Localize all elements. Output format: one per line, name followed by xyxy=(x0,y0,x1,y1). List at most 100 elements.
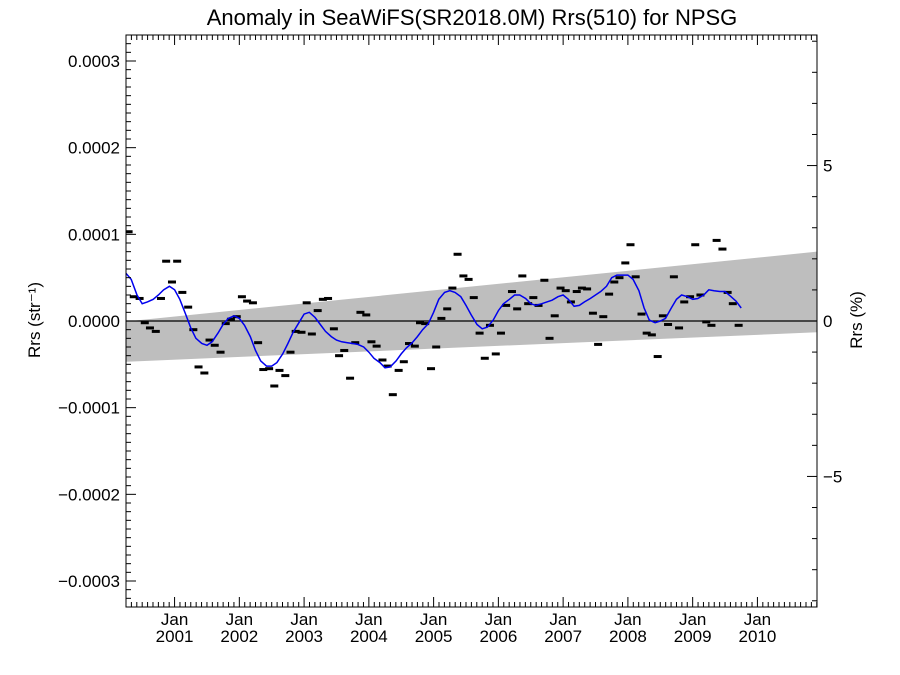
anomaly-point xyxy=(675,326,684,330)
anomaly-point xyxy=(453,252,462,256)
x-tick-month: Jan xyxy=(549,610,576,629)
anomaly-point xyxy=(248,301,257,305)
anomaly-point xyxy=(340,348,349,352)
anomaly-point xyxy=(707,323,716,327)
anomaly-point xyxy=(237,295,246,299)
chart-title: Anomaly in SeaWiFS(SR2018.0M) Rrs(510) f… xyxy=(207,5,738,30)
anomaly-point xyxy=(394,368,403,372)
anomaly-point xyxy=(572,290,581,294)
anomaly-point xyxy=(297,330,306,334)
anomaly-point xyxy=(318,297,327,301)
anomaly-point xyxy=(346,376,355,380)
anomaly-point xyxy=(156,296,165,300)
anomaly-point xyxy=(507,290,516,294)
x-tick-year: 2007 xyxy=(544,627,582,646)
anomaly-point xyxy=(313,309,322,313)
x-tick-year: 2005 xyxy=(415,627,453,646)
anomaly-point xyxy=(205,338,214,342)
anomaly-point xyxy=(416,321,425,325)
anomaly-point xyxy=(610,280,619,284)
x-tick-month: Jan xyxy=(161,610,188,629)
anomaly-point xyxy=(529,296,538,300)
anomaly-point xyxy=(324,296,333,300)
anomaly-point xyxy=(653,355,662,359)
anomaly-point xyxy=(594,342,603,346)
y-right-tick-label: 5 xyxy=(823,157,832,176)
anomaly-point xyxy=(405,342,414,346)
plot-area: 0.0003 0.0002 0.0001 0.0000 −0.0001 −0.0002 −0… xyxy=(58,34,842,646)
anomaly-point xyxy=(556,286,565,290)
anomaly-point xyxy=(351,341,360,345)
anomaly-point xyxy=(626,243,635,247)
anomaly-point xyxy=(464,277,473,281)
anomaly-point xyxy=(126,230,133,234)
anomaly-point xyxy=(647,333,656,337)
x-tick-year: 2001 xyxy=(156,627,194,646)
anomaly-point xyxy=(615,276,624,280)
anomaly-point xyxy=(372,344,381,348)
anomaly-point xyxy=(216,350,225,354)
anomaly-point xyxy=(275,368,284,372)
anomaly-point xyxy=(631,275,640,279)
anomaly-point xyxy=(545,336,554,340)
anomaly-point xyxy=(496,331,505,335)
anomaly-point xyxy=(378,358,387,362)
anomaly-point xyxy=(356,310,365,314)
right-axis-title: Rrs (%) xyxy=(847,291,866,349)
anomaly-point xyxy=(475,331,484,335)
anomaly-point xyxy=(599,315,608,319)
anomaly-point xyxy=(307,332,316,336)
y-tick-label: 0.0000 xyxy=(68,312,120,331)
x-tick-month: Jan xyxy=(226,610,253,629)
anomaly-point xyxy=(259,368,268,372)
anomaly-point xyxy=(432,345,441,349)
anomaly-point xyxy=(723,290,732,294)
anomaly-point xyxy=(518,274,527,278)
x-tick-year: 2002 xyxy=(220,627,258,646)
y-right-tick-label: −5 xyxy=(823,467,842,486)
anomaly-point xyxy=(167,280,176,284)
anomaly-point xyxy=(362,313,371,317)
anomaly-point xyxy=(194,365,203,369)
anomaly-point xyxy=(669,275,678,279)
anomaly-point xyxy=(491,352,500,356)
anomaly-point xyxy=(686,295,695,299)
anomaly-point xyxy=(642,331,651,335)
anomaly-point xyxy=(718,247,727,251)
anomaly-point xyxy=(265,367,274,371)
anomaly-point xyxy=(291,329,300,333)
anomaly-point xyxy=(485,323,494,327)
anomaly-point xyxy=(367,340,376,344)
anomaly-point xyxy=(178,290,187,294)
x-tick-month: Jan xyxy=(679,610,706,629)
anomaly-point xyxy=(184,305,193,309)
y-tick-label: 0.0003 xyxy=(68,52,120,71)
y-tick-label: −0.0001 xyxy=(58,399,120,418)
anomaly-point xyxy=(513,307,522,311)
anomaly-point xyxy=(459,274,468,278)
anomaly-point xyxy=(712,238,721,242)
y-tick-label: −0.0002 xyxy=(58,485,120,504)
x-tick-month: Jan xyxy=(290,610,317,629)
anomaly-point xyxy=(577,286,586,290)
anomaly-point xyxy=(734,323,743,327)
anomaly-point xyxy=(448,286,457,290)
x-tick-month: Jan xyxy=(485,610,512,629)
smoothed-line xyxy=(126,272,742,369)
x-tick-year: 2010 xyxy=(739,627,777,646)
anomaly-point xyxy=(140,321,149,325)
anomaly-point xyxy=(410,344,419,348)
x-tick-month: Jan xyxy=(744,610,771,629)
anomaly-point xyxy=(588,311,597,315)
x-tick-month: Jan xyxy=(614,610,641,629)
anomaly-point xyxy=(524,302,533,306)
anomaly-point xyxy=(469,296,478,300)
anomaly-point xyxy=(637,312,646,316)
anomaly-point xyxy=(226,317,235,321)
x-tick-year: 2008 xyxy=(609,627,647,646)
anomaly-point xyxy=(680,300,689,304)
anomaly-point xyxy=(173,259,182,263)
left-axis-title: Rrs (str⁻¹) xyxy=(25,282,44,358)
trend-band xyxy=(126,251,817,362)
anomaly-point xyxy=(443,307,452,311)
